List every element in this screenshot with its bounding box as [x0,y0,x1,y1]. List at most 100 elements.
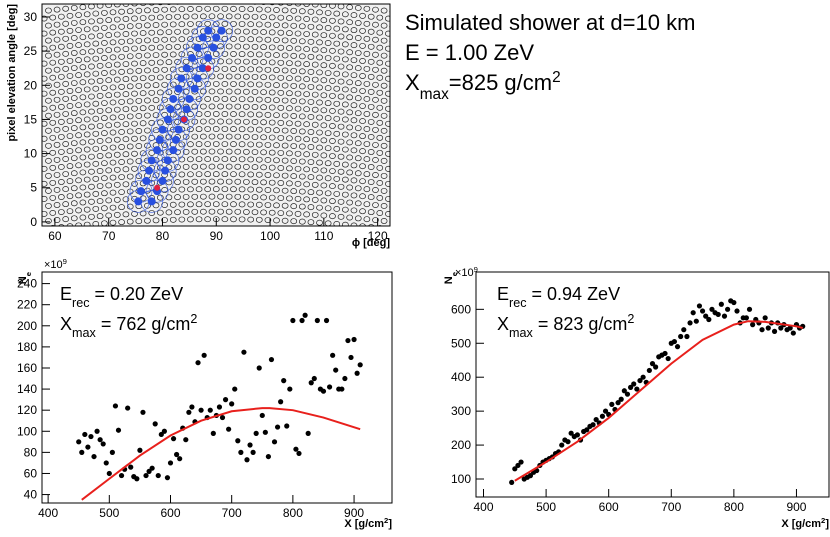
camera-pixel [359,223,366,226]
point-dot [348,354,354,361]
camera-pixel [286,135,293,142]
camera-pixel [58,179,65,185]
camera-pixel [251,104,259,110]
camera-pixel [398,10,404,15]
camera-pixel [62,171,70,177]
data-point [631,381,637,387]
camera-pixel [135,7,143,14]
camera-pixel [139,210,147,217]
x-tick-label: 700 [222,506,242,520]
point-dot [250,449,256,455]
camera-pixel [243,13,250,20]
camera-pixel [350,132,358,139]
camera-pixel [337,108,345,115]
camera-pixel [385,30,390,37]
camera-pixel [394,152,400,157]
camera-pixel [96,4,104,9]
x-tick-label: 800 [724,500,744,514]
camera-pixel [79,19,87,26]
x-axis-title-part: X [g/cm [781,518,821,530]
camera-pixel [42,135,48,142]
camera-pixel [113,31,121,38]
camera-pixel [281,97,289,104]
camera-pixel [273,7,280,13]
camera-pixel [385,195,390,202]
point-dot [180,116,187,123]
camera-pixel [294,75,302,82]
point-dot [209,43,218,52]
camera-pixel [367,13,375,20]
camera-pixel [342,161,349,168]
point-dot [177,456,183,462]
camera-pixel [316,189,323,196]
camera-pixel [234,118,242,125]
point-dot [509,479,515,486]
camera-pixel [251,88,259,95]
camera-pixel [53,141,61,148]
camera-pixel [122,196,130,203]
camera-pixel [45,52,52,59]
camera-pixel [135,97,143,104]
data-point [140,409,146,415]
data-point [296,450,302,457]
camera-pixel [101,205,108,212]
camera-pixel [324,205,332,212]
camera-pixel [398,130,404,135]
camera-pixel [113,91,121,98]
camera-pixel [238,171,246,178]
camera-pixel [277,134,285,141]
camera-pixel [333,190,341,197]
camera-pixel [303,196,310,203]
camera-pixel [49,89,57,96]
camera-pixel [389,190,390,194]
camera-pixel [212,65,220,72]
camera-pixel [290,188,298,195]
camera-pixel [316,84,323,91]
camera-pixel [346,214,354,221]
camera-pixel [376,104,384,111]
data-point [731,299,737,306]
camera-pixel [380,218,388,224]
point-dot [615,400,621,406]
camera-pixel [311,196,319,203]
point-dot [134,476,140,482]
camera-pixel [354,95,362,102]
camera-pixel [53,171,61,178]
camera-pixel [363,111,371,117]
camera-pixel [105,122,113,129]
camera-pixel [303,61,310,68]
camera-pixel [394,32,400,37]
camera-pixel [286,120,293,127]
camera-pixel [83,56,91,63]
plot-frame [41,271,393,504]
camera-pixel [49,209,57,216]
camera-pixel [221,96,229,102]
camera-pixel [346,19,354,26]
camera-pixel [363,126,371,132]
camera-pixel [101,145,108,152]
camera-pixel [118,128,125,135]
data-point [771,328,778,334]
data-point [565,439,571,445]
camera-pixel [234,163,242,170]
data-point [703,313,709,319]
camera-pixel [191,13,199,20]
camera-pixel [92,55,100,62]
camera-pixel [273,67,280,74]
camera-pixel [363,201,371,208]
camera-pixel [238,201,246,208]
camera-pixel [389,39,390,44]
camera-pixel [118,204,125,211]
camera-pixel [294,30,302,37]
camera-pixel [350,72,358,79]
camera-pixel [311,166,319,173]
camera-pixel [307,114,315,120]
point-dot [646,367,652,374]
camera-pixel [96,62,104,69]
camera-pixel [156,59,164,66]
camera-pixel [286,30,293,37]
camera-pixel [255,186,263,193]
camera-pixel [350,57,358,64]
camera-pixel [212,5,220,12]
camera-pixel [380,157,388,164]
